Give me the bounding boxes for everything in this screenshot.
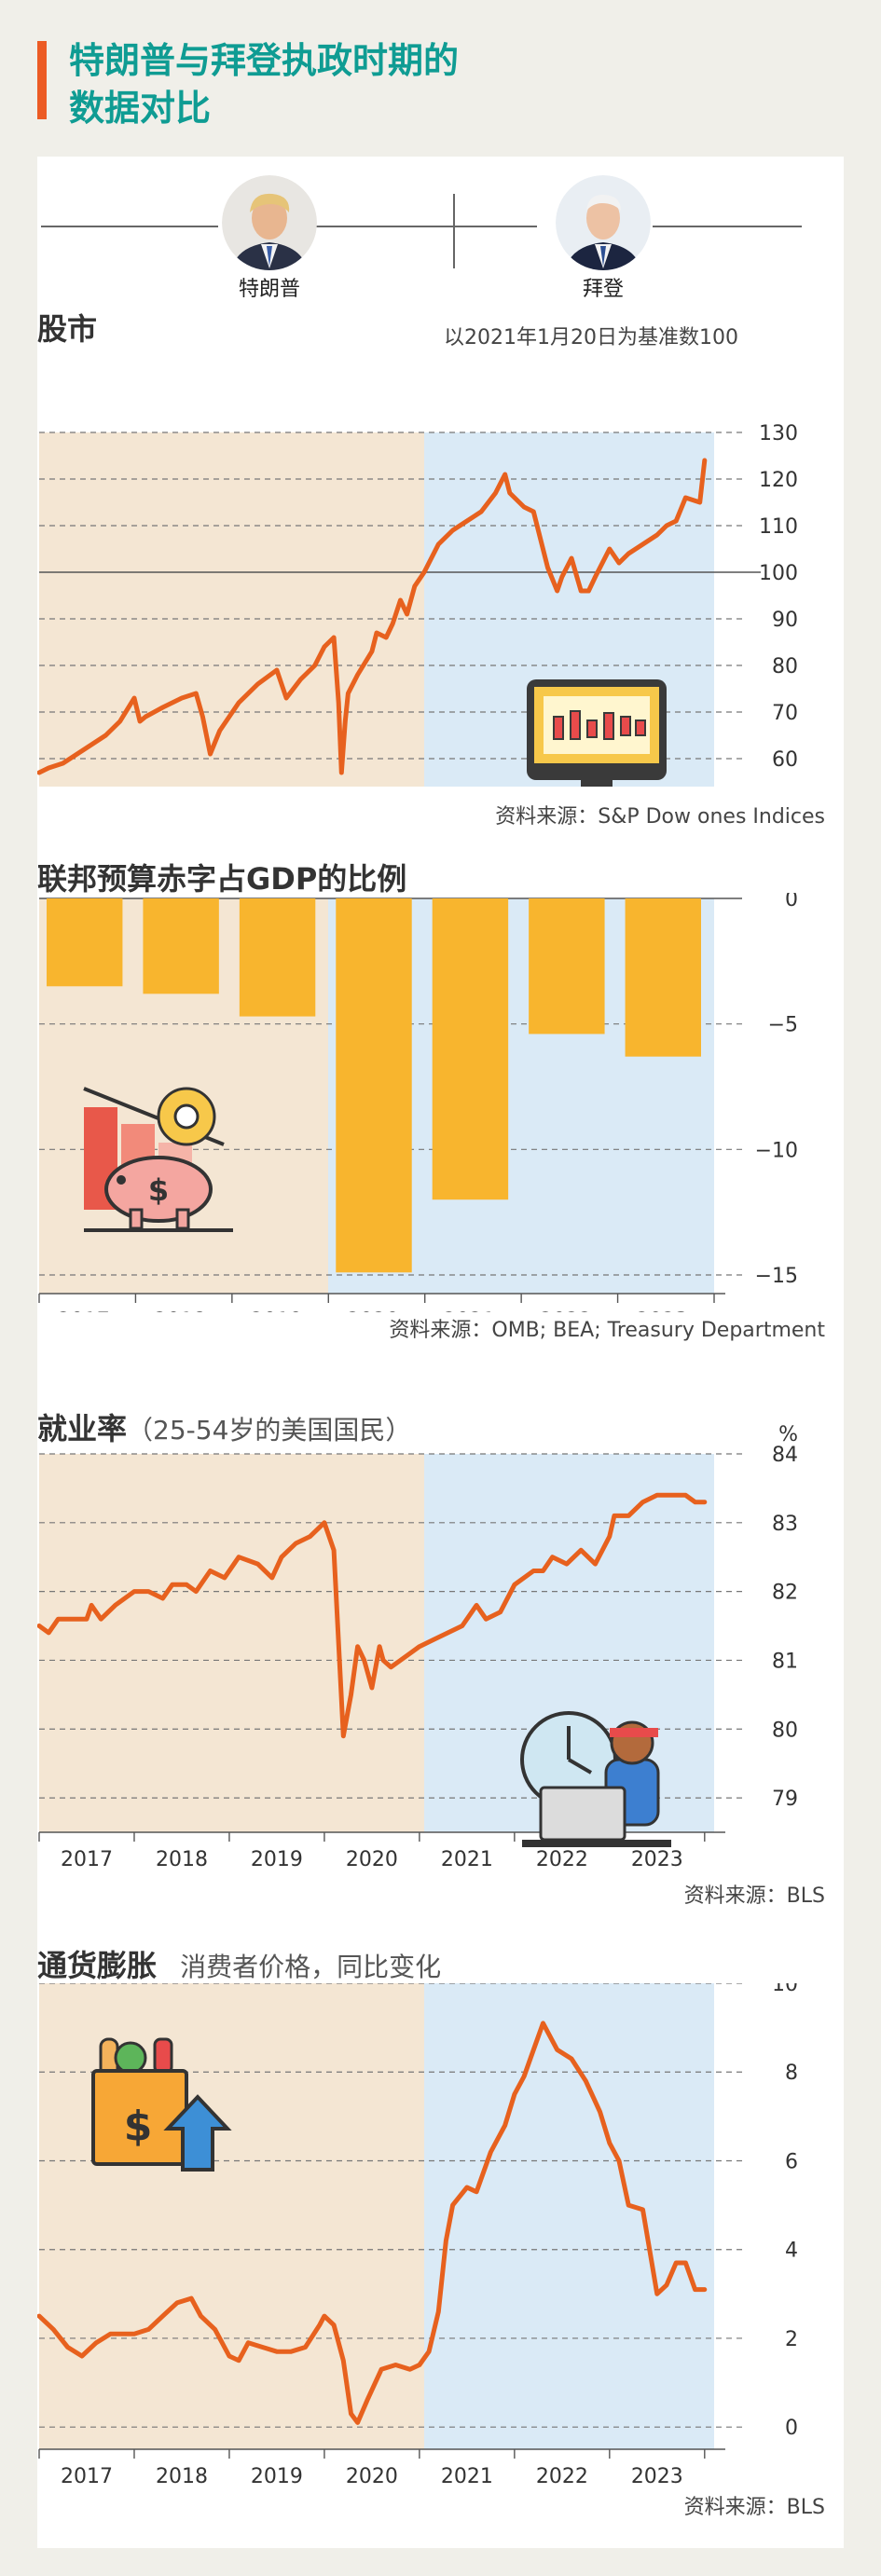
deficit-bar [432,898,509,1200]
employment-x-tick-label: 2017 [61,1848,113,1871]
stock-chart-source: 资料来源：S&P Dow ones Indices [495,805,825,829]
deficit-bar [625,898,701,1057]
inflation-y-tick-label: 8 [785,2062,798,2085]
inflation-x-tick-label: 2023 [631,2465,683,2488]
title-accent-bar [37,41,47,119]
header-divider [453,194,455,268]
inflation-x-tick-label: 2019 [251,2465,303,2488]
deficit-y-tick-label: −15 [755,1265,798,1288]
inflation-y-tick-label: 2 [785,2328,798,2351]
employment-y-tick-label: 81 [772,1650,798,1673]
employment-x-tick-label: 2018 [156,1848,208,1871]
stock-chart-note: 以2021年1月20日为基准数100 [444,326,738,349]
inflation-series-line [37,2021,708,2425]
inflation-chart-title: 通货膨胀 消费者价格，同比变化 [37,1942,441,1985]
inflation-chart-title-text: 通货膨胀 [37,1948,158,1983]
svg-text:$: $ [148,1172,169,1208]
employment-chart-source: 资料来源：BLS [683,1884,825,1908]
deficit-x-tick-label: 2023 [636,1309,688,1312]
employment-y-tick-label: 82 [772,1582,798,1605]
stock-y-tick-label: 110 [759,515,798,539]
employment-x-tick-label: 2022 [536,1848,588,1871]
inflation-trump-band [39,1983,424,2449]
stock-y-tick-label: 60 [772,748,798,772]
inflation-y-tick-label: 10 [772,1983,798,1996]
stock-trump-band [39,432,424,787]
deficit-bar [143,898,219,994]
inflation-x-tick-label: 2022 [536,2465,588,2488]
stock-chart: 5060708090100110120130201720182019202020… [37,422,798,787]
employment-chart-subtitle: （25-54岁的美国国民） [127,1415,412,1446]
inflation-x-tick-label: 2021 [441,2465,493,2488]
header-line-left [41,226,218,227]
inflation-x-tick-label: 2018 [156,2465,208,2488]
inflation-chart-subtitle: 消费者价格，同比变化 [180,1952,442,1982]
inflation-biden-band [423,1983,714,2449]
stock-y-tick-label: 130 [759,422,798,445]
employment-y-tick-label: 83 [772,1513,798,1536]
employment-x-tick-label: 2020 [346,1848,398,1871]
deficit-x-tick-label: 2018 [154,1309,206,1312]
stock-chart-title: 股市 [37,311,98,347]
stock-y-tick-label: 100 [759,562,798,585]
biden-name: 拜登 [582,278,624,301]
clock-worker-laptop-icon [520,1711,671,1847]
trump-avatar [222,175,317,270]
piggy-bank-decline-icon: $ [83,1087,233,1232]
stock-y-tick-label: 80 [772,655,798,678]
trump-name: 特朗普 [238,278,300,301]
biden-avatar [556,175,651,270]
page-title-text: 特朗普与拜登执政时期的 数据对比 [69,37,628,132]
employment-x-tick-label: 2019 [251,1848,303,1871]
employment-x-tick-label: 2023 [631,1848,683,1871]
stock-monitor-icon [527,679,667,787]
content-card: 特朗普 拜登 股市 以2021年1月20日为基准数100 50607080901… [37,157,844,2548]
inflation-y-tick-label: 6 [785,2150,798,2173]
employment-trump-band [39,1454,424,1832]
deficit-x-tick-label: 2021 [443,1309,495,1312]
inflation-chart-source: 资料来源：BLS [683,2496,825,2519]
deficit-x-tick-label: 2022 [540,1309,592,1312]
inflation-y-tick-label: 0 [785,2417,798,2440]
inflation-x-tick-label: 2017 [61,2465,113,2488]
employment-y-tick-label: 80 [772,1719,798,1742]
deficit-y-tick-label: −5 [768,1014,798,1037]
employment-chart: 79 80 81 82 83 84% 2017 2018 2019 2020 2021 2022 202… [37,1423,798,1871]
header-line-right [653,226,802,227]
deficit-bar [239,898,316,1017]
deficit-x-tick-label: 2019 [251,1309,303,1312]
stock-y-tick-label: 120 [759,469,798,492]
inflation-y-tick-label: 4 [785,2240,798,2263]
stock-series-line [37,458,708,775]
grocery-bag-up-icon: $ [91,2037,232,2172]
deficit-bar [336,898,412,1273]
employment-unit-label: % [778,1423,798,1446]
inflation-x-tick-label: 2020 [346,2465,398,2488]
deficit-chart-source: 资料来源：OMB; BEA; Treasury Department [389,1319,825,1342]
employment-x-tick-label: 2021 [441,1848,493,1871]
deficit-y-tick-label: 0 [785,893,798,911]
deficit-x-tick-label: 2017 [58,1309,110,1312]
deficit-bar [529,898,605,1035]
header-line-middle [315,226,537,227]
employment-y-tick-label: 84 [772,1444,798,1467]
svg-text:$: $ [124,2103,153,2150]
stock-y-tick-label: 70 [772,702,798,725]
deficit-bar [47,898,123,987]
stock-y-tick-label: 90 [772,609,798,632]
deficit-y-tick-label: −10 [755,1139,798,1162]
deficit-x-tick-label: 2020 [347,1309,399,1312]
title-line-1: 特朗普与拜登执政时期的 [69,40,460,81]
title-line-2: 数据对比 [69,88,212,129]
employment-chart-title: 就业率（25-54岁的美国国民） [37,1405,411,1448]
deficit-chart-title: 联邦预算赤字占GDP的比例 [37,861,407,897]
employment-y-tick-label: 79 [772,1788,798,1811]
employment-chart-title-text: 就业率 [37,1411,128,1446]
